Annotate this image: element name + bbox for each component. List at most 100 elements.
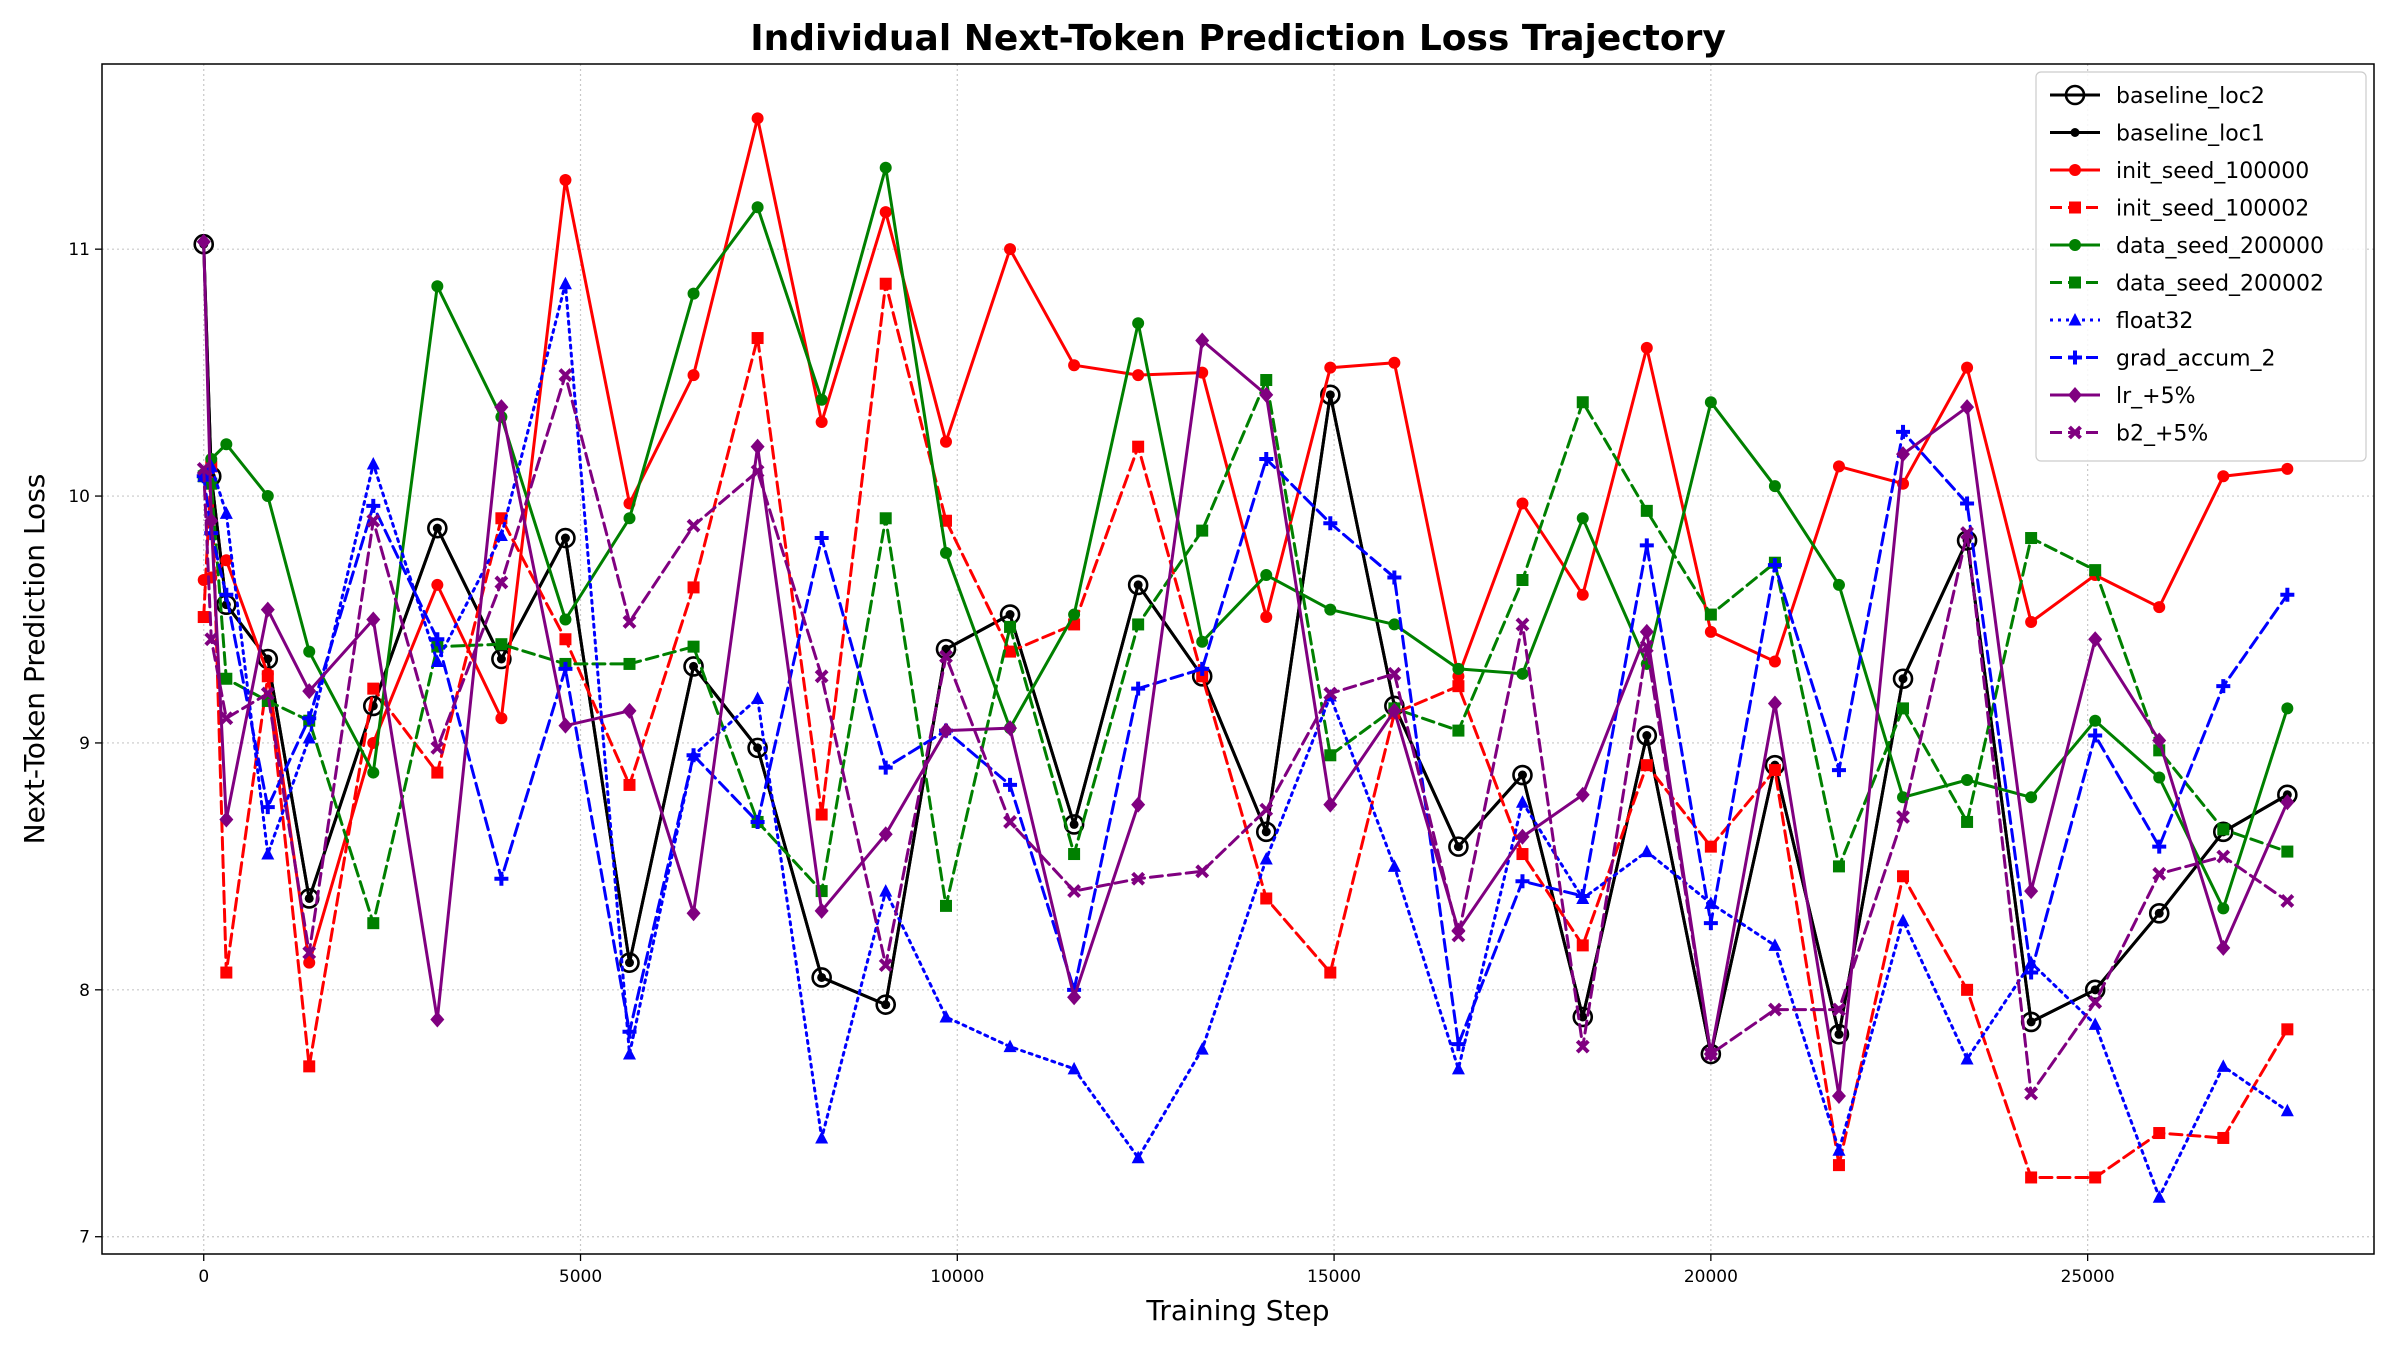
legend-label: init_seed_100002	[2116, 197, 2309, 222]
data-point-b2_+5%	[1195, 864, 1210, 879]
data-point-b2_+5%	[196, 461, 211, 476]
data-point-init_seed_100000	[1388, 356, 1401, 369]
legend-label: baseline_loc2	[2116, 84, 2265, 109]
data-point-grad_accum_2	[622, 1024, 637, 1039]
data-point-float32	[2068, 313, 2082, 326]
data-point-data_seed_200002	[1961, 815, 1974, 828]
data-point-init_seed_100002	[367, 682, 380, 695]
data-point-init_seed_100000	[879, 206, 892, 219]
data-point-init_seed_100002	[939, 514, 952, 527]
data-point-data_seed_200002	[1260, 374, 1273, 387]
legend-label: init_seed_100000	[2116, 159, 2309, 184]
y-tick-label: 8	[79, 981, 90, 1001]
data-point-b2_+5%	[622, 615, 637, 629]
data-point-b2_+5%	[219, 711, 234, 726]
legend-label: b2_+5%	[2116, 422, 2208, 447]
data-point-init_seed_100002	[2025, 1171, 2038, 1184]
data-point-data_seed_200000	[2153, 771, 2166, 784]
chart-title: Individual Next-Token Prediction Loss Tr…	[750, 18, 1726, 59]
data-point-b2_+5%	[2216, 849, 2231, 864]
data-point-data_seed_200000	[1832, 578, 1845, 591]
data-point-grad_accum_2	[2068, 350, 2082, 365]
data-point-grad_accum_2	[1259, 452, 1274, 467]
data-point-lr_+5%	[366, 611, 381, 628]
data-point-init_seed_100002	[1452, 680, 1465, 693]
data-point-baseline_loc1	[1517, 770, 1527, 780]
data-point-init_seed_100002	[1961, 983, 1974, 996]
data-point-data_seed_200000	[1704, 396, 1717, 409]
data-point-grad_accum_2	[1451, 1037, 1466, 1052]
data-point-init_seed_100000	[687, 369, 700, 382]
data-point-data_seed_200000	[2281, 702, 2294, 715]
data-point-init_seed_100002	[197, 611, 210, 624]
data-point-init_seed_100002	[815, 808, 828, 821]
data-point-init_seed_100000	[2025, 615, 2038, 628]
data-point-grad_accum_2	[1515, 874, 1530, 889]
data-point-data_seed_200000	[751, 201, 764, 214]
data-point-b2_+5%	[204, 632, 219, 647]
data-point-data_seed_200002	[1704, 608, 1717, 621]
data-point-b2_+5%	[366, 513, 381, 528]
data-point-init_seed_100000	[1640, 341, 1653, 354]
data-point-lr_+5%	[1003, 720, 1018, 737]
data-point-data_seed_200000	[367, 766, 380, 779]
data-point-init_seed_100002	[303, 1060, 316, 1073]
legend-label: float32	[2116, 309, 2193, 334]
data-point-b2_+5%	[1832, 1002, 1846, 1017]
data-point-grad_accum_2	[366, 498, 381, 513]
data-point-init_seed_100002	[495, 512, 508, 525]
legend-item-baseline_loc2: baseline_loc2	[2050, 84, 2265, 109]
data-point-data_seed_200002	[939, 899, 952, 912]
data-point-baseline_loc1	[560, 533, 570, 543]
data-point-grad_accum_2	[1960, 496, 1975, 511]
data-point-b2_+5%	[1768, 1002, 1782, 1017]
data-point-grad_accum_2	[1639, 538, 1654, 553]
legend-frame	[2035, 71, 2367, 462]
data-point-float32	[1515, 795, 1529, 808]
data-point-data_seed_200002	[1576, 396, 1589, 409]
legend: baseline_loc2 baseline_loc1 init_seed_1000…	[2035, 71, 2367, 462]
data-point-lr_+5%	[814, 902, 829, 919]
data-point-data_seed_200002	[1832, 860, 1845, 873]
plot-area-frame	[101, 63, 2375, 1255]
series-data_seed_200000	[197, 161, 2294, 915]
data-point-b2_+5%	[939, 649, 953, 664]
data-point-data_seed_200002	[2089, 564, 2102, 577]
data-point-float32	[302, 731, 316, 744]
data-point-float32	[1640, 844, 1654, 858]
legend-item-b2_+5%: b2_+5%	[2050, 422, 2208, 447]
data-point-grad_accum_2	[750, 814, 765, 829]
data-point-b2_+5%	[878, 958, 893, 973]
data-point-lr_+5%	[2068, 387, 2082, 403]
data-point-baseline_loc1	[1005, 610, 1015, 620]
legend-label: lr_+5%	[2116, 384, 2196, 409]
data-point-baseline_loc1	[1133, 580, 1143, 590]
legend-item-init_seed_100002: init_seed_100002	[2050, 197, 2309, 222]
data-point-float32	[2216, 1059, 2230, 1072]
data-point-baseline_loc2	[2084, 979, 2106, 1001]
data-point-float32	[1387, 859, 1401, 872]
legend-item-float32: float32	[2050, 309, 2193, 334]
data-point-data_seed_200000	[1897, 791, 1910, 804]
data-point-grad_accum_2	[814, 531, 829, 546]
data-point-lr_+5%	[1960, 399, 1975, 416]
data-point-lr_+5%	[1131, 796, 1146, 813]
data-point-baseline_loc1	[753, 743, 763, 753]
data-point-grad_accum_2	[1131, 681, 1146, 696]
data-point-baseline_loc2	[1448, 836, 1469, 857]
data-point-data_seed_200000	[1961, 773, 1974, 786]
data-point-baseline_loc1	[2070, 128, 2080, 137]
data-point-init_seed_100000	[1132, 369, 1145, 382]
legend-item-data_seed_200002: data_seed_200002	[2050, 272, 2324, 297]
data-point-float32	[261, 847, 275, 860]
data-point-init_seed_100002	[687, 581, 700, 594]
y-tick-label: 9	[79, 734, 90, 754]
data-point-lr_+5%	[1259, 386, 1274, 403]
data-point-data_seed_200000	[559, 613, 572, 626]
data-point-baseline_loc1	[941, 644, 951, 654]
data-point-float32	[751, 691, 765, 705]
data-point-b2_+5%	[2088, 995, 2103, 1010]
x-tick-label: 20000	[1684, 1267, 1738, 1287]
data-point-data_seed_200002	[879, 512, 892, 525]
series-line-float32	[202, 282, 2289, 1199]
